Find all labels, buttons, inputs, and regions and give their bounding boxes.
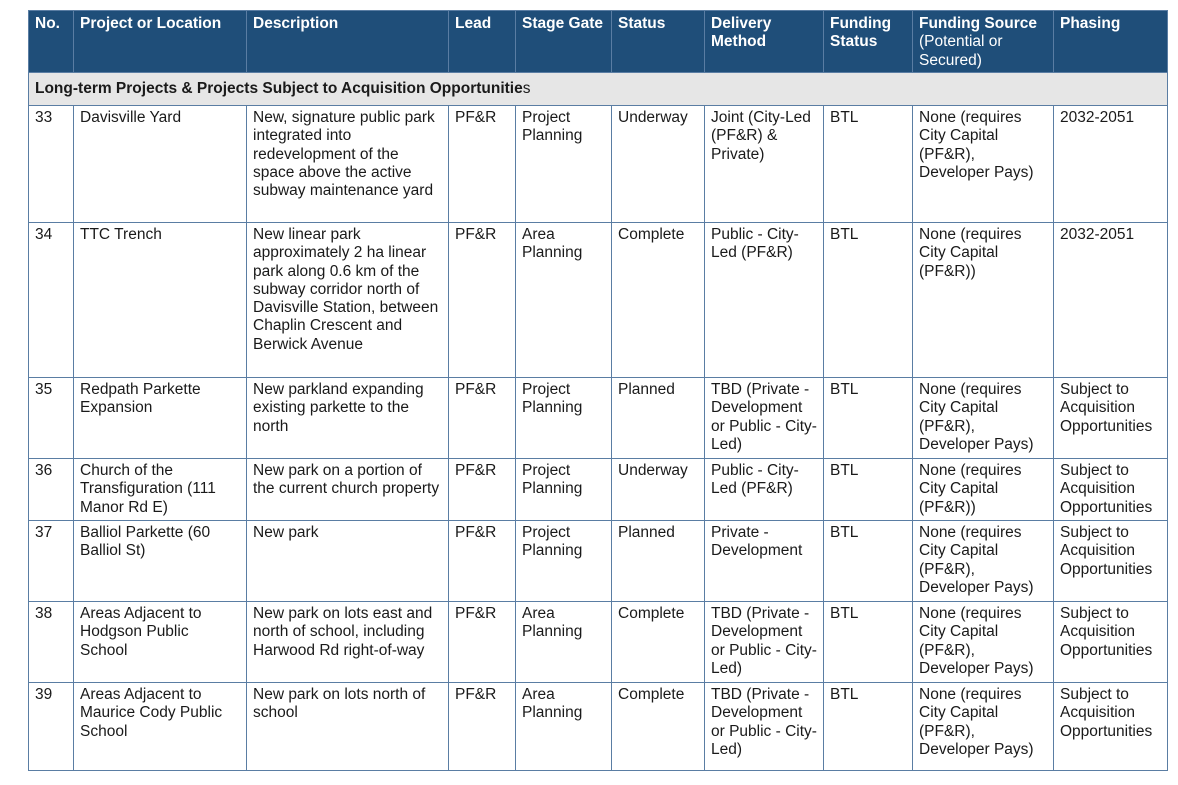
cell-lead: PF&R <box>448 682 516 771</box>
header-funding-source: Funding Source (Potential or Secured) <box>912 10 1054 73</box>
header-status: Status <box>611 10 705 73</box>
cell-delivery-method: Joint (City-Led (PF&R) & Private) <box>704 105 824 223</box>
cell-stage-gate: Area Planning <box>515 682 612 771</box>
cell-phasing: 2032-2051 <box>1053 222 1168 378</box>
cell-funding-status: BTL <box>823 377 913 459</box>
header-lead: Lead <box>448 10 516 73</box>
cell-description: New linear park approximately 2 ha linea… <box>246 222 449 378</box>
cell-delivery-method: Public - City-Led (PF&R) <box>704 458 824 521</box>
cell-phasing: Subject to Acquisition Opportunities <box>1053 520 1168 602</box>
cell-no: 33 <box>28 105 74 223</box>
header-project: Project or Location <box>73 10 247 73</box>
cell-lead: PF&R <box>448 520 516 602</box>
cell-lead: PF&R <box>448 222 516 378</box>
cell-stage-gate: Area Planning <box>515 222 612 378</box>
cell-delivery-method: TBD (Private - Development or Public - C… <box>704 377 824 459</box>
cell-project: TTC Trench <box>73 222 247 378</box>
cell-stage-gate: Project Planning <box>515 105 612 223</box>
header-no: No. <box>28 10 74 73</box>
header-row: No. Project or Location Description Lead… <box>28 10 1168 73</box>
table-row: 38 Areas Adjacent to Hodgson Public Scho… <box>28 601 1168 683</box>
cell-delivery-method: TBD (Private - Development or Public - C… <box>704 682 824 771</box>
cell-status: Underway <box>611 105 705 223</box>
cell-delivery-method: Private - Development <box>704 520 824 602</box>
cell-project: Areas Adjacent to Maurice Cody Public Sc… <box>73 682 247 771</box>
cell-stage-gate: Project Planning <box>515 377 612 459</box>
cell-phasing: Subject to Acquisition Opportunities <box>1053 377 1168 459</box>
cell-description: New park on lots east and north of schoo… <box>246 601 449 683</box>
cell-funding-status: BTL <box>823 105 913 223</box>
cell-delivery-method: TBD (Private - Development or Public - C… <box>704 601 824 683</box>
cell-funding-status: BTL <box>823 520 913 602</box>
cell-status: Planned <box>611 520 705 602</box>
cell-project: Davisville Yard <box>73 105 247 223</box>
cell-lead: PF&R <box>448 458 516 521</box>
cell-phasing: Subject to Acquisition Opportunities <box>1053 458 1168 521</box>
cell-status: Complete <box>611 682 705 771</box>
cell-funding-source: None (requires City Capital (PF&R), Deve… <box>912 682 1054 771</box>
cell-lead: PF&R <box>448 601 516 683</box>
cell-no: 38 <box>28 601 74 683</box>
cell-funding-source: None (requires City Capital (PF&R)) <box>912 458 1054 521</box>
cell-funding-source: None (requires City Capital (PF&R), Deve… <box>912 377 1054 459</box>
header-description: Description <box>246 10 449 73</box>
cell-no: 39 <box>28 682 74 771</box>
cell-stage-gate: Project Planning <box>515 520 612 602</box>
header-stage-gate: Stage Gate <box>515 10 612 73</box>
cell-funding-status: BTL <box>823 458 913 521</box>
cell-funding-source: None (requires City Capital (PF&R), Deve… <box>912 105 1054 223</box>
cell-funding-status: BTL <box>823 682 913 771</box>
cell-status: Planned <box>611 377 705 459</box>
cell-stage-gate: Project Planning <box>515 458 612 521</box>
table-row: 34 TTC Trench New linear park approximat… <box>28 222 1168 378</box>
table-row: 37 Balliol Parkette (60 Balliol St) New … <box>28 520 1168 602</box>
cell-lead: PF&R <box>448 105 516 223</box>
cell-status: Complete <box>611 601 705 683</box>
cell-phasing: Subject to Acquisition Opportunities <box>1053 601 1168 683</box>
cell-project: Church of the Transfiguration (111 Manor… <box>73 458 247 521</box>
cell-phasing: Subject to Acquisition Opportunities <box>1053 682 1168 771</box>
header-funding-source-title: Funding Source <box>919 15 1037 32</box>
header-funding-source-subtitle: (Potential or Secured) <box>919 33 1003 69</box>
table-row: 39 Areas Adjacent to Maurice Cody Public… <box>28 682 1168 771</box>
cell-status: Complete <box>611 222 705 378</box>
table-row: 33 Davisville Yard New, signature public… <box>28 105 1168 223</box>
projects-table: No. Project or Location Description Lead… <box>28 10 1168 771</box>
cell-description: New park <box>246 520 449 602</box>
section-title: Long-term Projects & Projects Subject to… <box>28 72 1168 106</box>
header-phasing: Phasing <box>1053 10 1168 73</box>
table-row: 35 Redpath Parkette Expansion New parkla… <box>28 377 1168 459</box>
cell-funding-source: None (requires City Capital (PF&R), Deve… <box>912 520 1054 602</box>
cell-stage-gate: Area Planning <box>515 601 612 683</box>
table-row: 36 Church of the Transfiguration (111 Ma… <box>28 458 1168 521</box>
cell-funding-source: None (requires City Capital (PF&R), Deve… <box>912 601 1054 683</box>
cell-project: Redpath Parkette Expansion <box>73 377 247 459</box>
cell-no: 37 <box>28 520 74 602</box>
cell-project: Balliol Parkette (60 Balliol St) <box>73 520 247 602</box>
cell-no: 34 <box>28 222 74 378</box>
cell-phasing: 2032-2051 <box>1053 105 1168 223</box>
cell-no: 35 <box>28 377 74 459</box>
cell-description: New park on a portion of the current chu… <box>246 458 449 521</box>
section-title-tail: s <box>522 79 531 97</box>
cell-status: Underway <box>611 458 705 521</box>
cell-funding-status: BTL <box>823 601 913 683</box>
cell-funding-status: BTL <box>823 222 913 378</box>
section-title-main: Long-term Projects & Projects Subject to… <box>35 79 523 97</box>
cell-no: 36 <box>28 458 74 521</box>
cell-description: New park on lots north of school <box>246 682 449 771</box>
cell-project: Areas Adjacent to Hodgson Public School <box>73 601 247 683</box>
cell-description: New, signature public park integrated in… <box>246 105 449 223</box>
header-funding-status: Funding Status <box>823 10 913 73</box>
header-delivery-method: Delivery Method <box>704 10 824 73</box>
cell-lead: PF&R <box>448 377 516 459</box>
cell-funding-source: None (requires City Capital (PF&R)) <box>912 222 1054 378</box>
section-row: Long-term Projects & Projects Subject to… <box>28 72 1168 106</box>
cell-description: New parkland expanding existing parkette… <box>246 377 449 459</box>
cell-delivery-method: Public - City-Led (PF&R) <box>704 222 824 378</box>
